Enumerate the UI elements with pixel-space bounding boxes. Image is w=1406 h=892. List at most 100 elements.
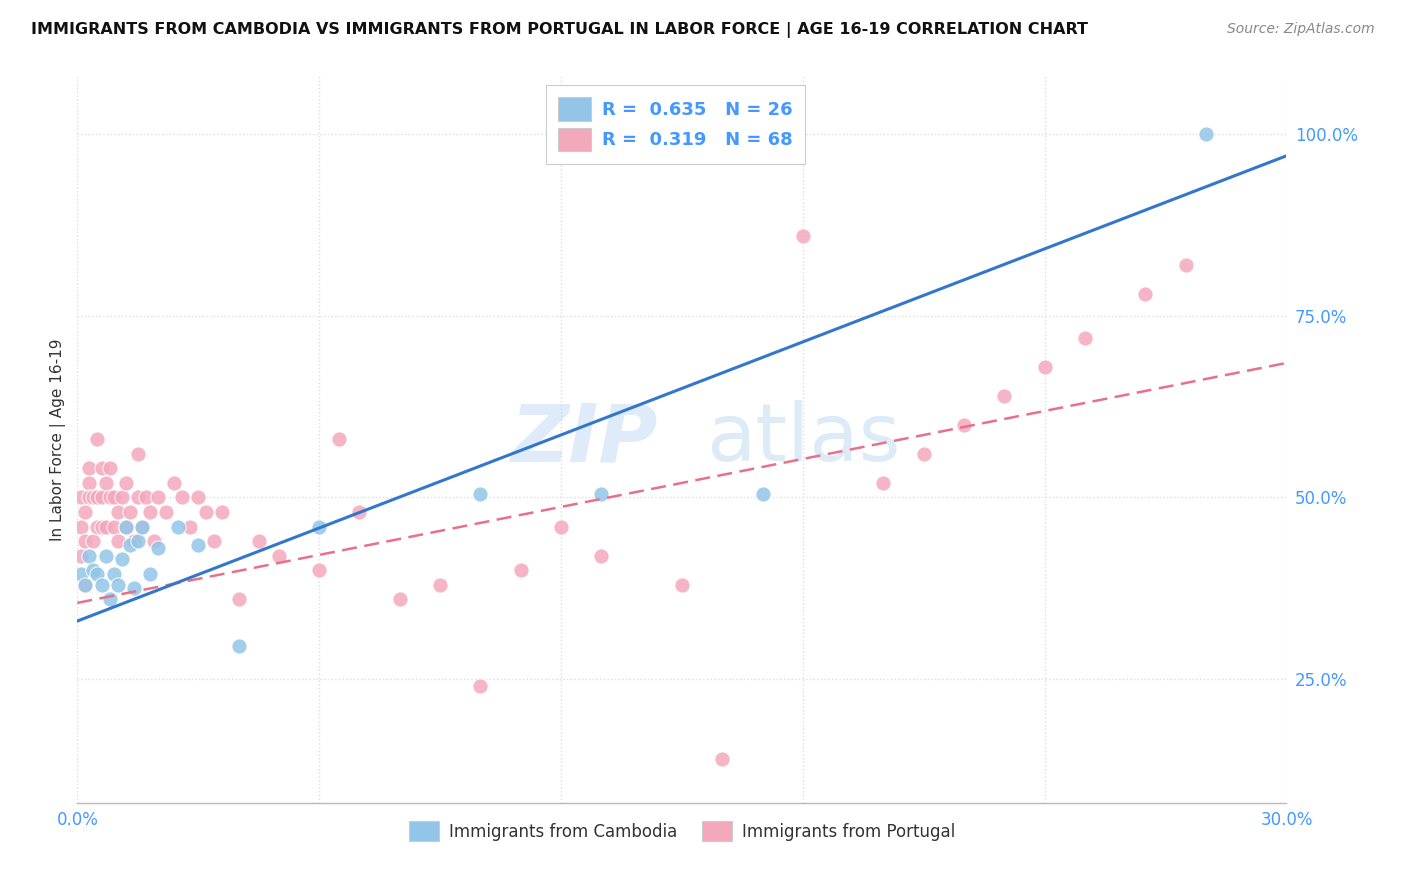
Point xyxy=(114,475,136,490)
Point xyxy=(146,491,169,505)
Point xyxy=(70,491,93,505)
Point xyxy=(349,505,371,519)
Point xyxy=(1195,127,1218,141)
Point xyxy=(142,534,165,549)
Point xyxy=(751,487,773,501)
Text: IMMIGRANTS FROM CAMBODIA VS IMMIGRANTS FROM PORTUGAL IN LABOR FORCE | AGE 16-19 : IMMIGRANTS FROM CAMBODIA VS IMMIGRANTS F… xyxy=(31,22,1088,38)
Point xyxy=(308,563,330,577)
Point xyxy=(131,519,153,533)
Point xyxy=(79,549,101,563)
Point xyxy=(94,475,117,490)
Point xyxy=(98,592,121,607)
Point xyxy=(94,549,117,563)
Point xyxy=(118,505,141,519)
Point xyxy=(187,491,209,505)
Point xyxy=(90,491,112,505)
Point xyxy=(139,566,162,581)
Point xyxy=(308,519,330,533)
Point xyxy=(86,566,108,581)
Point xyxy=(90,519,112,533)
Point xyxy=(103,491,125,505)
Point xyxy=(179,519,201,533)
Point xyxy=(139,505,162,519)
Point xyxy=(388,592,411,607)
Point xyxy=(111,552,134,566)
Point xyxy=(75,578,97,592)
Point xyxy=(127,447,149,461)
Point xyxy=(953,417,976,432)
Point xyxy=(172,491,194,505)
Legend: Immigrants from Cambodia, Immigrants from Portugal: Immigrants from Cambodia, Immigrants fro… xyxy=(401,814,963,849)
Point xyxy=(1074,330,1097,344)
Point xyxy=(228,640,250,654)
Text: atlas: atlas xyxy=(706,401,900,478)
Point xyxy=(70,549,93,563)
Point xyxy=(550,519,572,533)
Point xyxy=(470,680,492,694)
Point xyxy=(131,519,153,533)
Point xyxy=(94,519,117,533)
Point xyxy=(86,519,108,533)
Point xyxy=(79,491,101,505)
Point xyxy=(98,461,121,475)
Point xyxy=(591,549,613,563)
Point xyxy=(90,461,112,475)
Point xyxy=(202,534,225,549)
Point xyxy=(671,578,693,592)
Point xyxy=(86,433,108,447)
Point xyxy=(1174,258,1197,272)
Point xyxy=(103,566,125,581)
Point xyxy=(163,475,186,490)
Point xyxy=(247,534,270,549)
Point xyxy=(118,538,141,552)
Point xyxy=(107,534,129,549)
Point xyxy=(872,475,894,490)
Point xyxy=(122,582,145,596)
Point xyxy=(82,491,104,505)
Point xyxy=(591,487,613,501)
Point xyxy=(429,578,451,592)
Point xyxy=(82,534,104,549)
Text: ZIP: ZIP xyxy=(510,401,658,478)
Point xyxy=(167,519,190,533)
Point xyxy=(211,505,233,519)
Point xyxy=(122,534,145,549)
Point xyxy=(135,491,157,505)
Point xyxy=(75,578,97,592)
Point xyxy=(228,592,250,607)
Point xyxy=(993,389,1015,403)
Point xyxy=(187,538,209,552)
Point xyxy=(82,563,104,577)
Point xyxy=(75,505,97,519)
Point xyxy=(328,433,350,447)
Point xyxy=(86,491,108,505)
Point xyxy=(195,505,218,519)
Point xyxy=(912,447,935,461)
Point xyxy=(509,563,531,577)
Point xyxy=(127,534,149,549)
Point xyxy=(711,752,734,766)
Point xyxy=(127,491,149,505)
Point xyxy=(111,491,134,505)
Point xyxy=(114,519,136,533)
Point xyxy=(114,519,136,533)
Point xyxy=(98,491,121,505)
Point xyxy=(107,578,129,592)
Point xyxy=(70,519,93,533)
Point xyxy=(70,566,93,581)
Point xyxy=(1135,287,1157,301)
Point xyxy=(90,578,112,592)
Point xyxy=(146,541,169,556)
Point xyxy=(103,519,125,533)
Point xyxy=(470,487,492,501)
Point xyxy=(107,505,129,519)
Point xyxy=(267,549,290,563)
Point xyxy=(79,475,101,490)
Y-axis label: In Labor Force | Age 16-19: In Labor Force | Age 16-19 xyxy=(51,338,66,541)
Text: Source: ZipAtlas.com: Source: ZipAtlas.com xyxy=(1227,22,1375,37)
Point xyxy=(1033,359,1056,374)
Point xyxy=(155,505,177,519)
Point xyxy=(792,228,814,243)
Point xyxy=(79,461,101,475)
Point xyxy=(75,534,97,549)
